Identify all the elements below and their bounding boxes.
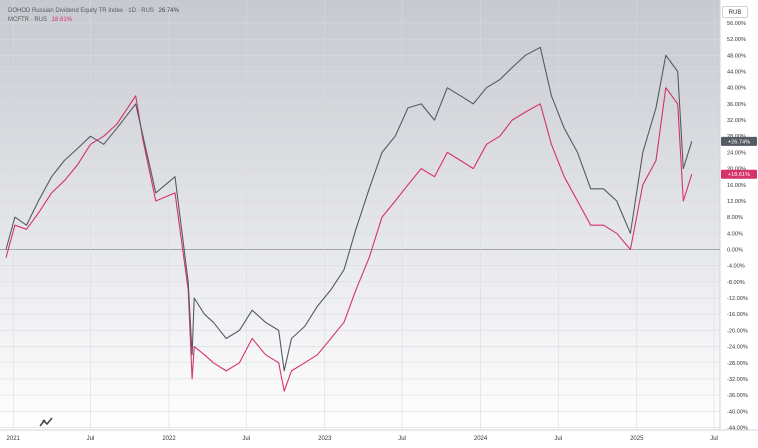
x-tick-label: 2023 xyxy=(318,436,332,442)
y-axis: 56.00% 52.00% 48.00% 44.00% 40.00% 36.00% 32.0… xyxy=(727,21,748,432)
series-line-mcftr xyxy=(5,87,693,392)
y-tick-label: -16.00% xyxy=(727,312,748,318)
plot-background xyxy=(0,0,720,430)
y-tick-label: -12.00% xyxy=(727,296,748,302)
last-value-label-text: +18.61% xyxy=(728,172,750,178)
y-tick-label: -40.00% xyxy=(727,409,748,415)
legend-series-1-value: 26.74% xyxy=(158,8,179,14)
x-tick-label: 2021 xyxy=(7,436,21,442)
x-tick-label: 2025 xyxy=(630,436,644,442)
y-tick-label: 16.00% xyxy=(727,183,746,189)
y-tick-label: 0.00% xyxy=(727,248,743,254)
y-tick-label: 52.00% xyxy=(727,37,746,43)
x-tick-label: Jul xyxy=(554,436,562,442)
x-tick-label: Jul xyxy=(398,436,406,442)
last-value-labels: +26.74% +18.61% xyxy=(721,136,757,179)
x-tick-label: Jul xyxy=(87,436,95,442)
tradingview-logo-icon[interactable] xyxy=(38,416,54,428)
y-tick-label: -28.00% xyxy=(727,361,748,367)
x-tick-label: Jul xyxy=(710,436,718,442)
y-tick-label: -24.00% xyxy=(727,345,748,351)
y-tick-label: 20.00% xyxy=(727,167,746,173)
y-tick-label: -36.00% xyxy=(727,393,748,399)
x-tick-label: 2022 xyxy=(162,436,176,442)
y-tick-label: -20.00% xyxy=(727,328,748,334)
y-tick-label: 4.00% xyxy=(727,231,743,237)
last-value-label-bg xyxy=(721,136,757,146)
y-tick-label: -32.00% xyxy=(727,377,748,383)
y-tick-label: 8.00% xyxy=(727,215,743,221)
series-lines xyxy=(5,46,693,392)
y-tick-label: -4.00% xyxy=(727,264,745,270)
y-tick-label: 44.00% xyxy=(727,70,746,76)
y-tick-label: 32.00% xyxy=(727,118,746,124)
legend: DOHOD Russian Dividend Equity TR Index ·… xyxy=(8,7,179,25)
last-value-label-1: +26.74% xyxy=(721,136,757,146)
y-axis-panel xyxy=(720,0,758,448)
last-value-label-2: +18.61% xyxy=(721,169,757,179)
x-axis: 2021 Jul 2022 Jul 2023 Jul 2024 Jul 2025 Jul xyxy=(7,436,718,442)
x-tick-label: Jul xyxy=(242,436,250,442)
last-value-label-text: +26.74% xyxy=(728,139,750,145)
legend-series-2-value: 18.61% xyxy=(51,17,73,23)
y-tick-label: 56.00% xyxy=(727,21,746,27)
legend-series-1[interactable]: DOHOD Russian Dividend Equity TR Index ·… xyxy=(8,7,179,16)
y-tick-label: -8.00% xyxy=(727,280,745,286)
legend-series-2-label: MCFTR · RUS xyxy=(8,17,47,23)
x-tick-label: 2024 xyxy=(474,436,488,442)
y-tick-label: 12.00% xyxy=(727,199,746,205)
legend-series-2[interactable]: MCFTR · RUS 18.61% xyxy=(8,16,179,25)
y-tick-label: -44.00% xyxy=(727,425,748,431)
legend-series-1-label: DOHOD Russian Dividend Equity TR Index ·… xyxy=(8,8,154,14)
series-line-dohod xyxy=(5,46,693,372)
y-tick-label: 24.00% xyxy=(727,150,746,156)
last-value-label-bg xyxy=(721,169,757,179)
currency-button[interactable]: RUB xyxy=(722,6,748,18)
y-tick-label: 48.00% xyxy=(727,53,746,59)
y-tick-label: 40.00% xyxy=(727,86,746,92)
y-tick-label: 36.00% xyxy=(727,102,746,108)
